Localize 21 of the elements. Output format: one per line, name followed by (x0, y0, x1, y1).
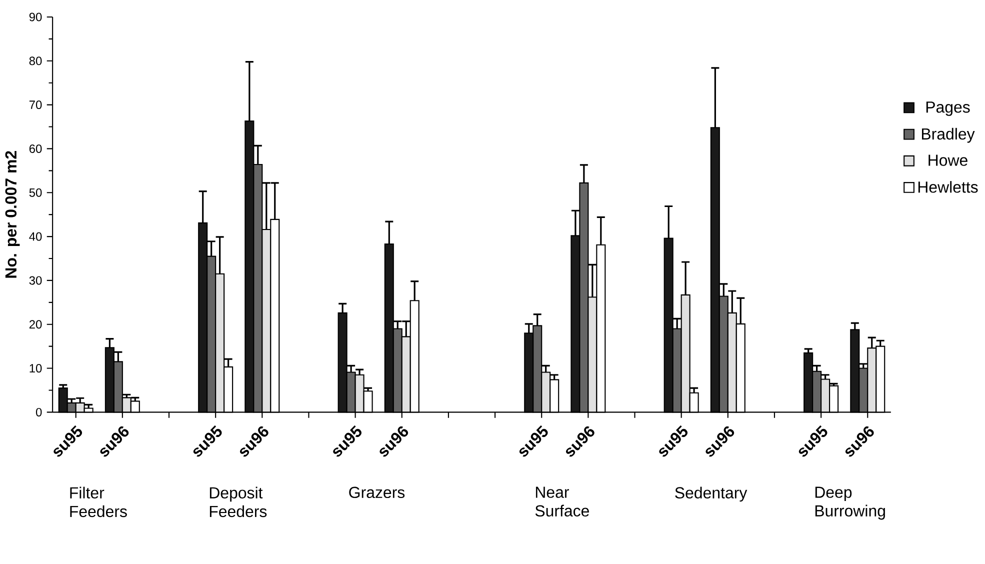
y-tick-label: 60 (29, 144, 42, 154)
y-tick-label: 20 (29, 320, 42, 329)
text: Near Surface (535, 486, 589, 517)
y-tick-label: 30 (29, 276, 42, 285)
y-tick-label: 90 (29, 12, 42, 22)
y-tick-label: 0 (36, 408, 42, 416)
y-axis-title: No. per 0.007 m2 (5, 151, 20, 278)
y-tick-label: 80 (29, 56, 42, 66)
y-tick-label: 50 (29, 188, 42, 197)
legend-label: Hewletts (918, 181, 978, 193)
legend-label: Bradley (922, 128, 975, 143)
text: Deep Burrowing (815, 486, 885, 520)
legend-label: Pages (926, 102, 970, 116)
legend-label: Howe (928, 154, 968, 166)
text: Sedentary (675, 486, 748, 502)
text: Deposit Feeders (210, 486, 267, 518)
text: Filter Feeders (70, 486, 127, 518)
y-tick-label: 70 (29, 100, 42, 110)
text: Grazers (349, 486, 405, 498)
y-tick-label: 10 (30, 364, 42, 373)
y-tick-label: 40 (29, 232, 42, 241)
